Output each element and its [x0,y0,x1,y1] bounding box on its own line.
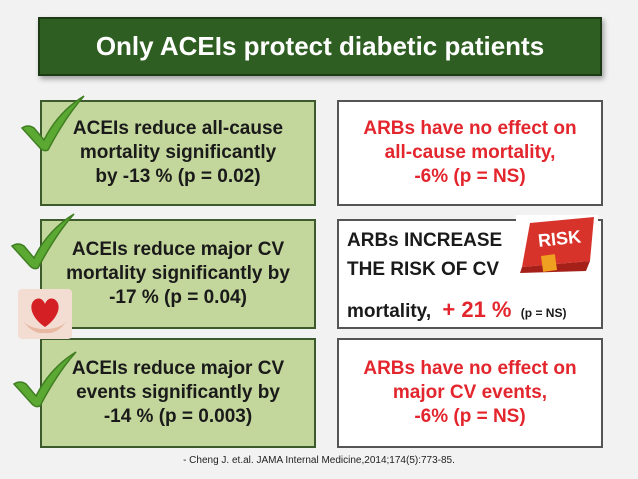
acei-box-cv-events: ACEIs reduce major CV events significant… [40,338,316,448]
acei-line: -17 % (p = 0.04) [109,287,247,309]
arb-increase-line: THE RISK OF CV [347,259,500,280]
slide-title: Only ACEIs protect diabetic patients [95,31,545,61]
title-bar: Only ACEIs protect diabetic patients [38,17,602,76]
acei-line: events significantly by [76,381,280,403]
arb-increase-line: ARBs INCREASE [347,230,503,251]
acei-box-all-cause: ACEIs reduce all-cause mortality signifi… [40,100,316,206]
arb-increase-value: + 21 % [442,297,512,322]
arb-line: -6% (p = NS) [414,166,526,188]
acei-line: by -13 % (p = 0.02) [95,166,261,188]
acei-line: -14 % (p = 0.003) [103,406,253,428]
arb-line: all-cause mortality, [384,141,556,163]
acei-line: ACEIs reduce major CV [71,357,285,379]
risk-sign-text: RISK [537,226,582,250]
risk-sign-icon: RISK [516,215,598,275]
acei-line: mortality significantly [79,141,277,163]
arb-line: ARBs have no effect on [363,117,577,139]
acei-box-cv-mortality: ACEIs reduce major CV mortality signific… [40,219,316,329]
arb-increase-mortality: mortality, [347,301,432,322]
arb-line: -6% (p = NS) [414,406,526,428]
checkmark-icon [10,213,75,270]
checkmark-icon [20,95,85,152]
arb-box-cv-events: ARBs have no effect on major CV events, … [337,338,603,448]
citation: - Cheng J. et.al. JAMA Internal Medicine… [183,455,455,466]
checkmark-icon [12,351,77,408]
arb-line: ARBs have no effect on [363,357,577,379]
acei-line: mortality significantly by [66,262,290,284]
heart-in-hands-icon [18,289,72,339]
arb-line: major CV events, [392,381,548,403]
acei-line: ACEIs reduce major CV [71,238,285,260]
acei-line: ACEIs reduce all-cause [72,117,284,139]
arb-box-all-cause: ARBs have no effect on all-cause mortali… [337,100,603,206]
arb-increase-p: (p = NS) [520,306,567,320]
arb-increase-line: mortality, + 21 % (p = NS) [347,297,566,323]
arb-box-increase-risk: ARBs INCREASE THE RISK OF CV mortality, … [337,215,603,329]
